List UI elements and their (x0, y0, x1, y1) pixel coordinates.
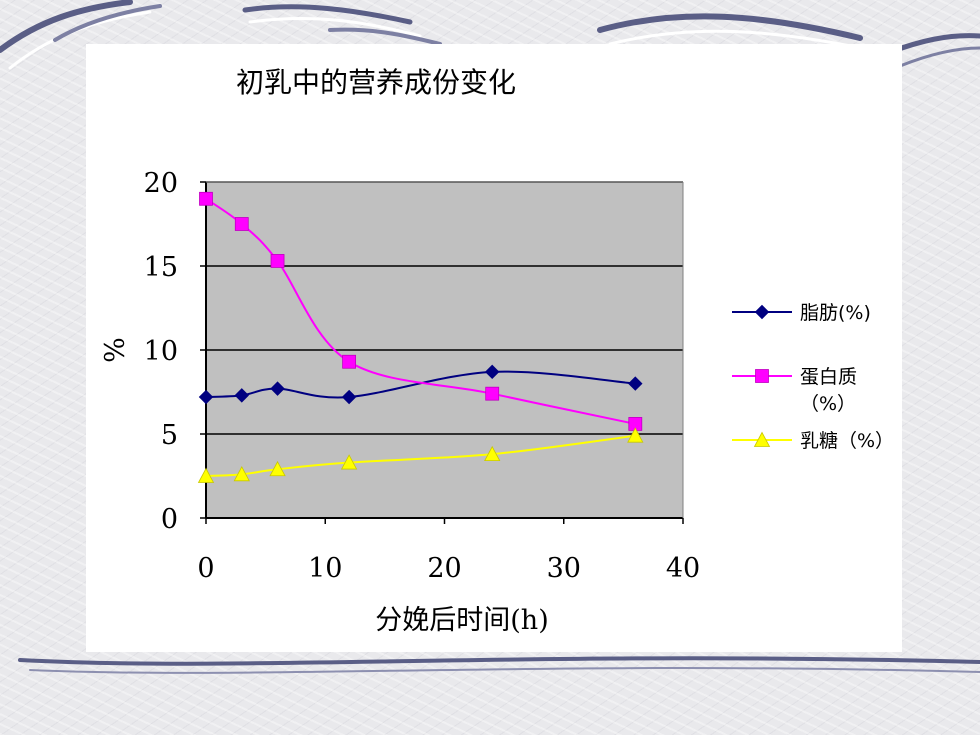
data-point-triangle (627, 427, 644, 443)
data-point-triangle (269, 460, 286, 477)
chart-panel: 初乳中的营养成份变化 0 5 10 15 20 0 10 20 30 40 分娩后时间(h) % … (86, 44, 902, 652)
legend-swatch-square (732, 369, 792, 383)
y-tick-label: 0 (161, 504, 178, 535)
decor-swirl-right-light (608, 29, 882, 54)
data-point-square (234, 217, 249, 231)
data-point-diamond (341, 389, 357, 405)
decor-bottom-rule (18, 656, 980, 666)
data-point-triangle (484, 445, 501, 462)
data-point-square (270, 254, 285, 268)
data-point-diamond (628, 376, 643, 391)
data-point-triangle (233, 465, 250, 482)
x-axis-label: 分娩后时间(h) (375, 605, 548, 636)
legend-item: 蛋白质（%） (730, 360, 900, 424)
y-tick-label: 15 (144, 252, 178, 283)
legend-swatch-diamond (732, 304, 792, 320)
legend-marker-square (755, 369, 769, 383)
legend-item: 脂肪(%) (730, 296, 900, 360)
data-point-diamond (270, 381, 285, 396)
decor-swirl-left-2 (53, 4, 162, 42)
data-point-diamond (484, 364, 500, 380)
decor-swirl-right-edge-light (898, 46, 980, 68)
y-tick-label: 5 (161, 420, 178, 451)
decor-swirl-center-light (248, 16, 422, 38)
chart-legend: 脂肪(%) 蛋白质（%） 乳糖（%） (730, 296, 900, 488)
decor-swirl-center-2 (328, 27, 442, 46)
y-axis-label: % (100, 337, 131, 363)
y-tick-label: 20 (144, 168, 178, 199)
legend-item: 乳糖（%） (730, 424, 900, 488)
data-point-triangle (340, 454, 358, 470)
chart-title: 初乳中的营养成份变化 (236, 66, 516, 99)
x-tick-label: 20 (427, 553, 461, 584)
decor-swirl-center (242, 4, 413, 25)
x-tick-label: 30 (547, 553, 581, 584)
data-point-triangle (197, 467, 215, 483)
legend-swatch-triangle (732, 431, 792, 447)
decor-swirl-right (597, 13, 863, 41)
legend-marker-triangle (753, 431, 771, 447)
x-tick-label: 0 (197, 553, 214, 584)
data-point-square (199, 191, 213, 206)
legend-marker-diamond (754, 304, 770, 320)
data-point-diamond (198, 389, 214, 405)
decor-swirl-left (0, 0, 133, 53)
x-tick-label: 10 (308, 553, 342, 584)
data-point-diamond (234, 388, 249, 403)
data-point-square (485, 386, 500, 401)
data-point-square (342, 354, 357, 369)
decor-bottom-rule-light (29, 667, 980, 674)
legend-label: 脂肪(%) (800, 302, 871, 324)
legend-label: 蛋白质（%） (800, 366, 858, 415)
line-chart: 初乳中的营养成份变化 0 5 10 15 20 0 10 20 30 40 分娩后时间(h) % (100, 66, 700, 636)
y-tick-label: 10 (144, 336, 178, 367)
legend-label: 乳糖（%） (800, 430, 895, 452)
x-tick-label: 40 (666, 553, 700, 584)
